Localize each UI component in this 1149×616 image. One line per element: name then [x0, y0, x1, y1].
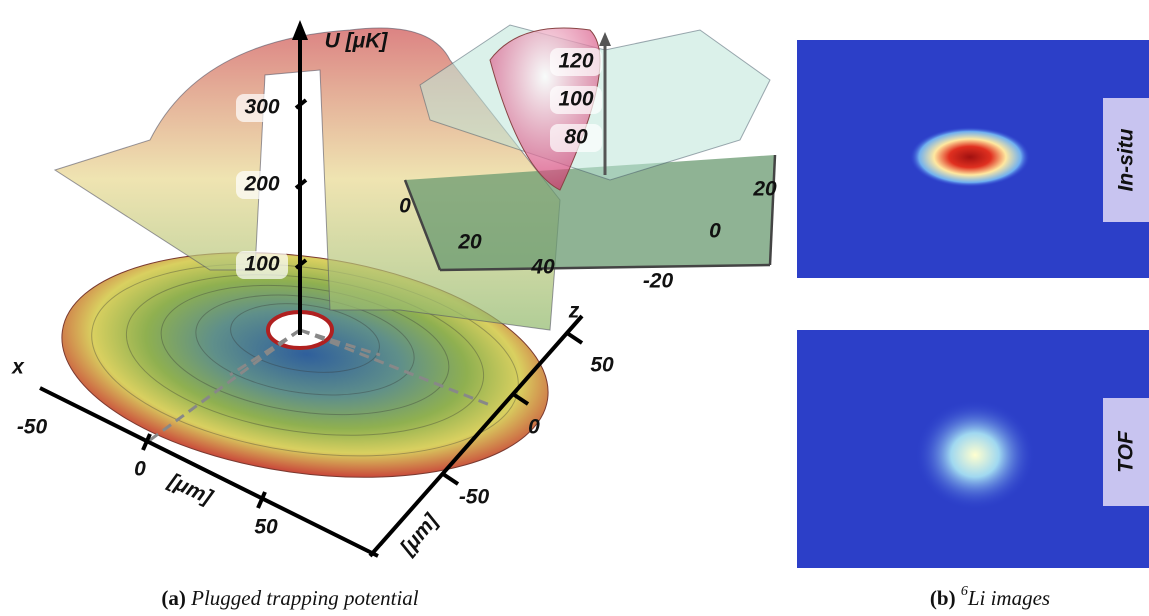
label-box	[236, 171, 288, 199]
label-box	[550, 86, 602, 114]
axis-label: U [μK]	[325, 30, 389, 53]
axis-label: z	[568, 300, 580, 323]
z-tick-label: -50	[459, 486, 490, 509]
caption: (b) 6Li images	[930, 584, 1050, 610]
inset-u-tick: 120	[558, 50, 593, 73]
inset-z-tick: 0	[709, 220, 721, 243]
u-tick-label: 300	[244, 96, 279, 119]
caption: (a) Plugged trapping potential	[161, 586, 418, 610]
caption-text: Plugged trapping potential	[190, 586, 419, 610]
inset-u-tick: 80	[564, 126, 588, 149]
inset-x-tick: 0	[399, 195, 411, 218]
u-tick-label: 100	[244, 253, 279, 276]
label-box	[236, 94, 288, 122]
panel-a-artwork	[39, 20, 777, 558]
inset-x-tick: 20	[457, 231, 482, 254]
caption-label: (b)	[930, 586, 956, 610]
axis-label: x	[11, 356, 25, 379]
x-tick-label: 0	[134, 458, 146, 481]
axis-unit: [μm]	[164, 469, 217, 510]
inset-z-tick: -20	[643, 270, 674, 293]
image-label: In-situ	[1115, 128, 1138, 191]
caption-label: (a)	[161, 586, 186, 610]
label-box	[550, 48, 602, 76]
image-label: TOF	[1115, 430, 1138, 473]
u-tick-label: 200	[243, 173, 279, 196]
panel-b-artwork	[797, 40, 1149, 568]
inset-z-tick: 20	[752, 178, 777, 201]
label-box	[550, 124, 602, 152]
z-tick-label: 50	[590, 354, 614, 377]
caption-text: Li images	[967, 586, 1050, 610]
x-tick-label: 50	[254, 516, 278, 539]
caption-superscript: 6	[961, 584, 968, 599]
inset-u-tick: 100	[558, 88, 593, 111]
label-box	[236, 251, 288, 279]
z-tick-label: 0	[528, 416, 540, 439]
inset-x-tick: 40	[530, 256, 555, 279]
x-tick-label: -50	[17, 416, 48, 439]
